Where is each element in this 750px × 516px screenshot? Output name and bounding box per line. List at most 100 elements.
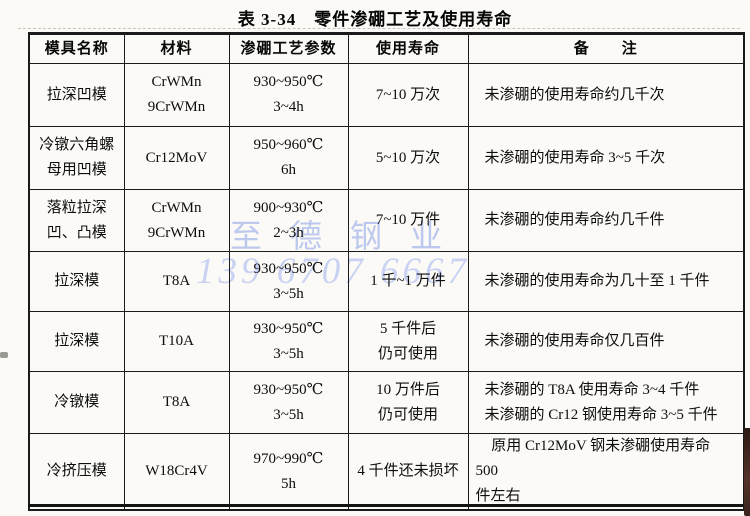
cell-line: CrWMn xyxy=(151,199,202,216)
cell-life: 4 千件还未损坏 xyxy=(347,433,469,511)
cell-line: 930~950℃ xyxy=(253,320,324,337)
cell-process: 930~950℃ 3~4h xyxy=(228,63,349,127)
cell-process: 970~990℃ 5h xyxy=(228,433,349,511)
cell-line: CrWMn xyxy=(151,74,202,90)
cell-line: 未渗硼的使用寿命仅几百件 xyxy=(484,333,665,349)
cell-line: Cr12MoV xyxy=(145,149,208,166)
cell-line: 970~990℃ xyxy=(253,450,324,467)
cell-line: T8A xyxy=(162,273,191,289)
cell-remark: 未渗硼的使用寿命约几千次 xyxy=(467,63,745,127)
cell-line: 10 万件后 xyxy=(376,381,440,398)
cell-remark: 未渗硼的 T8A 使用寿命 3~4 千件未渗硼的 Cr12 钢使用寿命 3~5 … xyxy=(467,371,745,434)
boronizing-process-table: 模具名称 材料 渗硼工艺参数 使用寿命 备 注 拉深凹模 CrWMn 9CrWMn 9… xyxy=(28,32,745,511)
cell-line: 9CrWMn xyxy=(147,224,206,241)
cell-line: 930~950℃ xyxy=(253,74,324,90)
cell-line: 900~930℃ xyxy=(253,199,324,216)
cell-line: 3~5h xyxy=(273,285,304,302)
cell-remark: 未渗硼的使用寿命为几十至 1 千件 xyxy=(467,251,745,312)
cell-remark: 原用 Cr12MoV 钢未渗硼使用寿命 500 件左右 xyxy=(467,433,745,511)
column-header-material: 材料 xyxy=(123,33,230,64)
cell-line: 冷挤压模 xyxy=(46,463,107,479)
cell-line: 930~950℃ xyxy=(253,260,324,277)
cell-material: CrWMn 9CrWMn xyxy=(123,189,230,252)
cell-life: 5~10 万次 xyxy=(347,126,469,190)
table-title: 表 3-34 零件渗硼工艺及使用寿命 xyxy=(237,10,513,29)
cell-line: 9CrWMn xyxy=(147,99,206,115)
table-header-row: 模具名称 材料 渗硼工艺参数 使用寿命 备 注 xyxy=(28,33,745,64)
cell-line: T10A xyxy=(159,333,194,349)
cell-process: 900~930℃ 2~3h xyxy=(228,189,349,252)
column-header-service-life: 使用寿命 xyxy=(347,33,469,64)
cell-line: 7~10 万次 xyxy=(375,86,441,103)
cell-line: 6h xyxy=(281,162,296,178)
cell-line: 5~10 万次 xyxy=(375,149,441,166)
cell-line: 仍可使用 xyxy=(377,406,438,423)
cell-line: 母用凹模 xyxy=(46,162,107,178)
cell-line: 未渗硼的使用寿命约几千次 xyxy=(484,86,665,103)
cell-remark: 未渗硼的使用寿命仅几百件 xyxy=(467,311,745,372)
cell-line: 5 千件后 xyxy=(379,320,437,337)
cell-mold: 冷镦六角螺 母用凹模 xyxy=(28,126,125,190)
cell-life: 10 万件后 仍可使用 xyxy=(347,371,469,434)
cell-material: T8A xyxy=(123,371,230,434)
cell-line: 3~5h xyxy=(273,406,304,423)
cell-line: 1 千~1 万件 xyxy=(370,273,446,289)
cell-mold: 拉深模 xyxy=(28,251,125,312)
table-row: 冷镦六角螺母用凹模 Cr12MoV 950~960℃ 6h 5~10 万次 未渗硼的使用寿… xyxy=(28,126,745,190)
cell-line: 未渗硼的 Cr12 钢使用寿命 3~5 千件 xyxy=(484,406,718,423)
cell-life: 7~10 万件 xyxy=(347,189,469,252)
cell-life: 1 千~1 万件 xyxy=(347,251,469,312)
scan-artifact-left xyxy=(0,352,8,358)
cell-mold: 拉深凹模 xyxy=(28,63,125,127)
table-row: 拉深凹模 CrWMn 9CrWMn 930~950℃ 3~4h 7~10 万次 未渗硼的使用… xyxy=(28,63,745,127)
cell-life: 7~10 万次 xyxy=(347,63,469,127)
cell-remark: 未渗硼的使用寿命约几千件 xyxy=(467,189,745,252)
cell-mold: 拉深模 xyxy=(28,311,125,372)
cell-line: 原用 Cr12MoV 钢未渗硼使用寿命 500 xyxy=(475,438,711,479)
cell-line: 拉深模 xyxy=(54,333,100,349)
cell-line: 未渗硼的 T8A 使用寿命 3~4 千件 xyxy=(484,381,700,398)
cell-material: W18Cr4V xyxy=(123,433,230,511)
cell-line: 950~960℃ xyxy=(253,137,324,153)
cell-line: 冷镦六角螺 xyxy=(39,137,115,153)
cell-line: 未渗硼的使用寿命约几千件 xyxy=(484,212,665,228)
table-row: 拉深模 T10A 930~950℃ 3~5h 5 千件后 仍可使用 未渗硼的使用寿命仅几百件 xyxy=(28,311,745,372)
cell-line: 930~950℃ xyxy=(253,381,324,398)
table-body: 拉深凹模 CrWMn 9CrWMn 930~950℃ 3~4h 7~10 万次 未渗硼的使用… xyxy=(28,63,745,511)
cell-mold: 冷挤压模 xyxy=(28,433,125,511)
cell-line: 7~10 万件 xyxy=(375,212,441,228)
cell-process: 930~950℃ 3~5h xyxy=(228,251,349,312)
cell-line: 仍可使用 xyxy=(377,345,438,362)
cell-mold: 冷镦模 xyxy=(28,371,125,434)
table-bottom-rule xyxy=(28,504,743,507)
cell-line: 拉深模 xyxy=(54,273,100,289)
table-row: 冷挤压模 W18Cr4V 970~990℃ 5h 4 千件还未损坏 原用 Cr12MoV … xyxy=(28,433,745,511)
cell-line: 冷镦模 xyxy=(54,394,100,410)
cell-line: 4 千件还未损坏 xyxy=(357,463,459,479)
cell-line: 未渗硼的使用寿命为几十至 1 千件 xyxy=(484,273,710,289)
column-header-remarks: 备 注 xyxy=(467,33,745,64)
cell-line: 5h xyxy=(281,475,296,492)
table-row: 落粒拉深凹、凸模 CrWMn 9CrWMn 900~930℃ 2~3h 7~10 万件 未渗… xyxy=(28,189,745,252)
cell-mold: 落粒拉深 凹、凸模 xyxy=(28,189,125,252)
table-row: 冷镦模 T8A 930~950℃ 3~5h 10 万件后 仍可使用 未渗硼的 T8A 使用寿… xyxy=(28,371,745,434)
cell-material: T8A xyxy=(123,251,230,312)
cell-line: 2~3h xyxy=(273,224,304,241)
column-header-mold-name: 模具名称 xyxy=(28,33,125,64)
cell-material: T10A xyxy=(123,311,230,372)
cell-remark: 未渗硼的使用寿命 3~5 千次 xyxy=(467,126,745,190)
cell-process: 930~950℃ 3~5h xyxy=(228,311,349,372)
cell-line: 落粒拉深 xyxy=(46,199,107,216)
table-row: 拉深模 T8A 930~950℃ 3~5h 1 千~1 万件 未渗硼的使用寿命为几十至 1… xyxy=(28,251,745,312)
cell-line: 拉深凹模 xyxy=(46,86,107,103)
cell-line: 3~4h xyxy=(273,99,304,115)
cell-material: CrWMn 9CrWMn xyxy=(123,63,230,127)
cell-line: 件左右 xyxy=(475,488,521,504)
cell-process: 950~960℃ 6h xyxy=(228,126,349,190)
scan-artifact-right xyxy=(744,428,750,516)
cell-life: 5 千件后仍可使用 xyxy=(347,311,469,372)
cell-process: 930~950℃ 3~5h xyxy=(228,371,349,434)
cell-line: 凹、凸模 xyxy=(46,224,107,241)
cell-line: T8A xyxy=(162,394,191,410)
